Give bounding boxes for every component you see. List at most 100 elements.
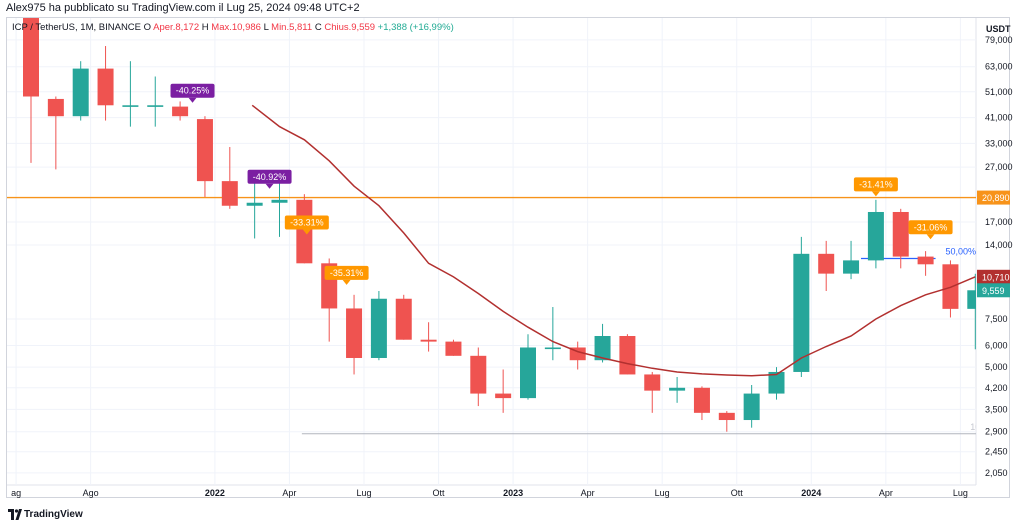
y-tick-label: 17,000 bbox=[985, 217, 1013, 227]
price-badge-text: 10,710 bbox=[982, 272, 1010, 282]
flag-box bbox=[324, 265, 369, 280]
candle bbox=[196, 116, 213, 197]
price-chart[interactable]: 50,00% 100,00% -40.25% -40.92% -33.31% -35.3… bbox=[0, 0, 1024, 504]
candle bbox=[122, 61, 139, 127]
flag-pointer bbox=[302, 229, 311, 235]
x-tick-label: 2023 bbox=[503, 488, 523, 498]
price-badge-text: 9,559 bbox=[982, 286, 1005, 296]
y-tick-label: 5,000 bbox=[985, 362, 1008, 372]
candle bbox=[594, 323, 611, 363]
percentage-flag: -40.92% bbox=[247, 169, 292, 189]
y-tick-label: 14,000 bbox=[985, 240, 1013, 250]
price-badge-box bbox=[977, 283, 1010, 298]
percentage-flag: -40.25% bbox=[170, 83, 215, 103]
candle bbox=[147, 76, 164, 127]
x-tick-label: Ott bbox=[731, 488, 744, 498]
candle-body bbox=[246, 202, 263, 206]
candles bbox=[23, 18, 976, 432]
candle bbox=[221, 147, 238, 209]
symbol-label[interactable]: ICP / TetherUS, 1M, BINANCE bbox=[12, 22, 141, 33]
open-value: Aper.8,172 bbox=[153, 22, 200, 33]
candle bbox=[644, 371, 661, 413]
y-tick-label: 2,050 bbox=[985, 468, 1008, 478]
y-tick-label: 79,000 bbox=[985, 35, 1013, 45]
flag-text: -33.31% bbox=[290, 218, 324, 228]
price-badge: 9,559 bbox=[977, 283, 1010, 298]
candle-body bbox=[544, 347, 561, 350]
brand-name[interactable]: TradingView bbox=[24, 509, 83, 520]
y-tick-label: 7,500 bbox=[985, 314, 1008, 324]
close-value: Chius.9,559 bbox=[324, 22, 376, 33]
candle-body bbox=[122, 105, 139, 107]
candle bbox=[843, 240, 860, 280]
candle bbox=[47, 96, 64, 170]
flag-pointer bbox=[265, 183, 274, 189]
candle-body bbox=[47, 98, 64, 117]
flag-text: -40.92% bbox=[253, 172, 287, 182]
candle-body bbox=[445, 341, 462, 356]
fib-level-label: 50,00% bbox=[946, 246, 977, 256]
percentage-flag: -31.41% bbox=[853, 177, 898, 197]
candle bbox=[246, 181, 263, 239]
flag-box bbox=[908, 220, 953, 235]
candle bbox=[669, 377, 686, 403]
y-tick-label: 41,000 bbox=[985, 113, 1013, 123]
candle-body bbox=[619, 336, 636, 375]
percentage-flag: -31.06% bbox=[908, 220, 953, 240]
candle-body bbox=[97, 68, 114, 106]
percentage-flag: -35.31% bbox=[324, 265, 369, 285]
candle-body bbox=[196, 119, 213, 182]
candle bbox=[395, 294, 412, 340]
y-tick-label: 27,000 bbox=[985, 162, 1013, 172]
candle-body bbox=[818, 253, 835, 274]
low-value: Min.5,811 bbox=[271, 22, 313, 33]
candle bbox=[495, 369, 512, 413]
candle bbox=[867, 199, 884, 269]
candle-body bbox=[420, 339, 437, 342]
x-tick-label: ag bbox=[11, 488, 21, 498]
price-badge: 20,890 bbox=[977, 190, 1010, 205]
candle-body bbox=[743, 393, 760, 421]
candle bbox=[271, 181, 288, 237]
flag-box bbox=[247, 169, 292, 184]
candle bbox=[892, 208, 909, 269]
y-tick-label: 33,000 bbox=[985, 138, 1013, 148]
y-tick-label: 2,450 bbox=[985, 447, 1008, 457]
x-tick-label: Lug bbox=[953, 488, 968, 498]
candle bbox=[23, 18, 39, 163]
tradingview-logo-icon bbox=[8, 509, 22, 520]
candle-body bbox=[768, 371, 785, 394]
y-tick-label: 63,000 bbox=[985, 62, 1013, 72]
percentage-flag: -33.31% bbox=[284, 215, 329, 235]
flag-pointer bbox=[342, 279, 351, 285]
candle-body bbox=[495, 393, 512, 399]
flag-box bbox=[284, 215, 329, 230]
candle-body bbox=[867, 211, 884, 261]
y-axis[interactable]: 79,000 63,000 51,000 41,000 33,000 27,000 17,0… bbox=[985, 35, 1013, 478]
candle-body bbox=[718, 412, 735, 421]
x-tick-label: Ott bbox=[433, 488, 446, 498]
published-text: Alex975 ha pubblicato su TradingView.com… bbox=[6, 2, 360, 14]
price-badge: 10,710 bbox=[977, 269, 1010, 284]
candle bbox=[793, 236, 810, 378]
y-tick-label: 2,900 bbox=[985, 427, 1008, 437]
flag-box bbox=[853, 177, 898, 192]
x-axis[interactable]: ag Ago 2022 Apr Lug Ott 2023 Apr Lug Ott 2024 Apr Lu… bbox=[11, 488, 968, 498]
price-badge-box bbox=[977, 269, 1010, 284]
candle-body bbox=[172, 106, 189, 117]
candle bbox=[967, 273, 976, 350]
candle-body bbox=[72, 68, 89, 117]
price-badges: 20,890 10,710 9,559 bbox=[977, 190, 1010, 298]
candle-body bbox=[644, 374, 661, 391]
candle bbox=[420, 322, 437, 352]
candle bbox=[520, 334, 536, 400]
currency-label: USDT bbox=[986, 24, 1011, 34]
candle-body bbox=[23, 18, 39, 97]
low-prefix: L bbox=[263, 22, 269, 33]
candle bbox=[544, 307, 561, 361]
candle-body bbox=[470, 355, 487, 394]
x-tick-label: 2024 bbox=[801, 488, 821, 498]
flag-pointer bbox=[871, 191, 880, 197]
candle-body bbox=[370, 298, 387, 358]
y-tick-label: 6,000 bbox=[985, 340, 1008, 350]
